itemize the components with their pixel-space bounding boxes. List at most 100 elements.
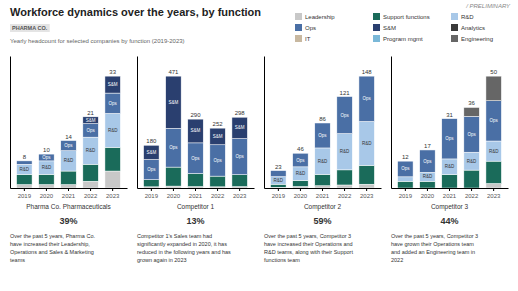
bar-segment [464, 170, 479, 188]
bar-segment [337, 134, 352, 170]
bar-segment [166, 76, 181, 128]
note-line: have increased their Leadership, [10, 241, 90, 247]
bar-segment [315, 122, 330, 123]
bar-segment [337, 185, 352, 188]
panel: R&DR&DR&DR&DR&DOpsOpsOpsOps2346861211482… [264, 57, 382, 264]
bar-segment [359, 76, 374, 77]
x-tick-mark [449, 188, 450, 191]
bar-segment [210, 145, 225, 176]
x-tick-mark [493, 188, 494, 191]
bar-segment [337, 96, 352, 97]
bar-segment [17, 160, 32, 161]
note-line: reduced in the following years and has [137, 249, 231, 255]
bar-segment [83, 117, 98, 124]
bar-segment [442, 175, 457, 188]
x-tick: 2021 [443, 188, 457, 199]
total-label: 86 [319, 116, 326, 122]
bar-segment [61, 140, 76, 141]
bar-segment [420, 149, 435, 150]
x-tick: 2019 [18, 188, 32, 199]
legend-swatch [451, 24, 458, 31]
x-tick-mark [195, 188, 196, 191]
total-label: 10 [43, 147, 50, 153]
note: Over the past 5 years, Competitor 3have … [391, 233, 478, 263]
bar-segment [83, 181, 98, 188]
bar-segment [61, 140, 76, 141]
legend-swatch [295, 24, 302, 31]
legend-label: Leadership [305, 14, 335, 20]
legend-item: Engineering [451, 35, 493, 42]
x-tick-label: 2023 [487, 193, 501, 199]
chart-root: Workforce dynamics over the years, by fu… [0, 0, 518, 291]
bar-segment [17, 164, 32, 174]
bar-segment [210, 128, 225, 145]
bar-segment [293, 167, 308, 181]
legend-item: Support functions [373, 13, 430, 20]
bar-segment [486, 101, 501, 141]
legend-swatch [373, 13, 380, 20]
bar-segment [144, 159, 159, 179]
segment-label: S&M [213, 134, 223, 139]
bar-segment [359, 76, 374, 77]
badge-box [10, 24, 50, 32]
bar-segment [166, 186, 181, 188]
legend-swatch [295, 13, 302, 20]
bar-segment [105, 93, 120, 113]
legend-label: Analytics [461, 25, 485, 31]
bar-segment [105, 113, 120, 147]
bar-segment [464, 116, 479, 152]
bar-segment [61, 171, 76, 185]
bar-segment [232, 117, 247, 118]
x-tick-label: 2019 [18, 193, 32, 199]
note-line: have grown their Operations team [391, 241, 474, 247]
bar-segment [442, 118, 457, 119]
x-tick: 2021 [62, 188, 76, 199]
segment-label: R&D [20, 167, 30, 172]
bar-segment [442, 118, 457, 119]
bar-segment [293, 153, 308, 154]
bar-segment [188, 119, 203, 120]
x-tick-label: 2022 [211, 193, 225, 199]
x-tick: 2020 [294, 188, 308, 199]
bar-segment [83, 164, 98, 181]
x-tick: 2023 [106, 188, 120, 199]
x-tick-label: 2021 [443, 193, 457, 199]
note-line: 2022 [391, 257, 403, 263]
y-axis-line [10, 57, 11, 189]
bar-segment [271, 177, 286, 185]
bar-segment [166, 128, 181, 167]
panel: OpsOpsOpsOpsOpsS&MS&MS&MS&MS&M1804712902… [137, 57, 255, 264]
segment-label: Ops [467, 132, 476, 137]
bar-segment [210, 128, 225, 129]
segment-label: R&D [423, 174, 433, 179]
segment-label: Ops [340, 113, 349, 118]
bar-segment [398, 181, 413, 188]
bar-segment [359, 165, 374, 184]
bar-segment [61, 141, 76, 151]
legend-label: Program mgmt [383, 36, 423, 42]
legend-item: IT [295, 35, 311, 42]
bar-segment [420, 150, 435, 172]
bar-segment [188, 174, 203, 187]
bar-labels: R&DR&DR&DR&DR&DOpsOpsOpsOps234686121148 [274, 69, 373, 183]
bar-segment [232, 117, 247, 118]
bar-segment [232, 117, 247, 118]
total-label: 471 [168, 69, 179, 75]
x-tick-label: 2021 [316, 193, 330, 199]
legend: LeadershipSupport functionsR&DOpsS&MAnal… [295, 13, 493, 42]
total-label: 298 [235, 110, 246, 116]
bar-segment [144, 180, 159, 187]
segment-label: Ops [318, 133, 327, 138]
bar-segment [337, 96, 352, 97]
x-tick-mark [322, 188, 323, 191]
note-line: have increased their Operations and [264, 241, 353, 247]
segment-label: S&M [235, 125, 245, 130]
bar-segment [210, 128, 225, 129]
segment-label: R&D [362, 141, 372, 146]
bar-segment [271, 170, 286, 171]
segment-label: Ops [490, 118, 499, 123]
x-tick-mark [278, 188, 279, 191]
total-label: 252 [213, 121, 224, 127]
note-line: R&D teams, along with their Support [264, 249, 353, 255]
y-axis-line [391, 57, 392, 189]
